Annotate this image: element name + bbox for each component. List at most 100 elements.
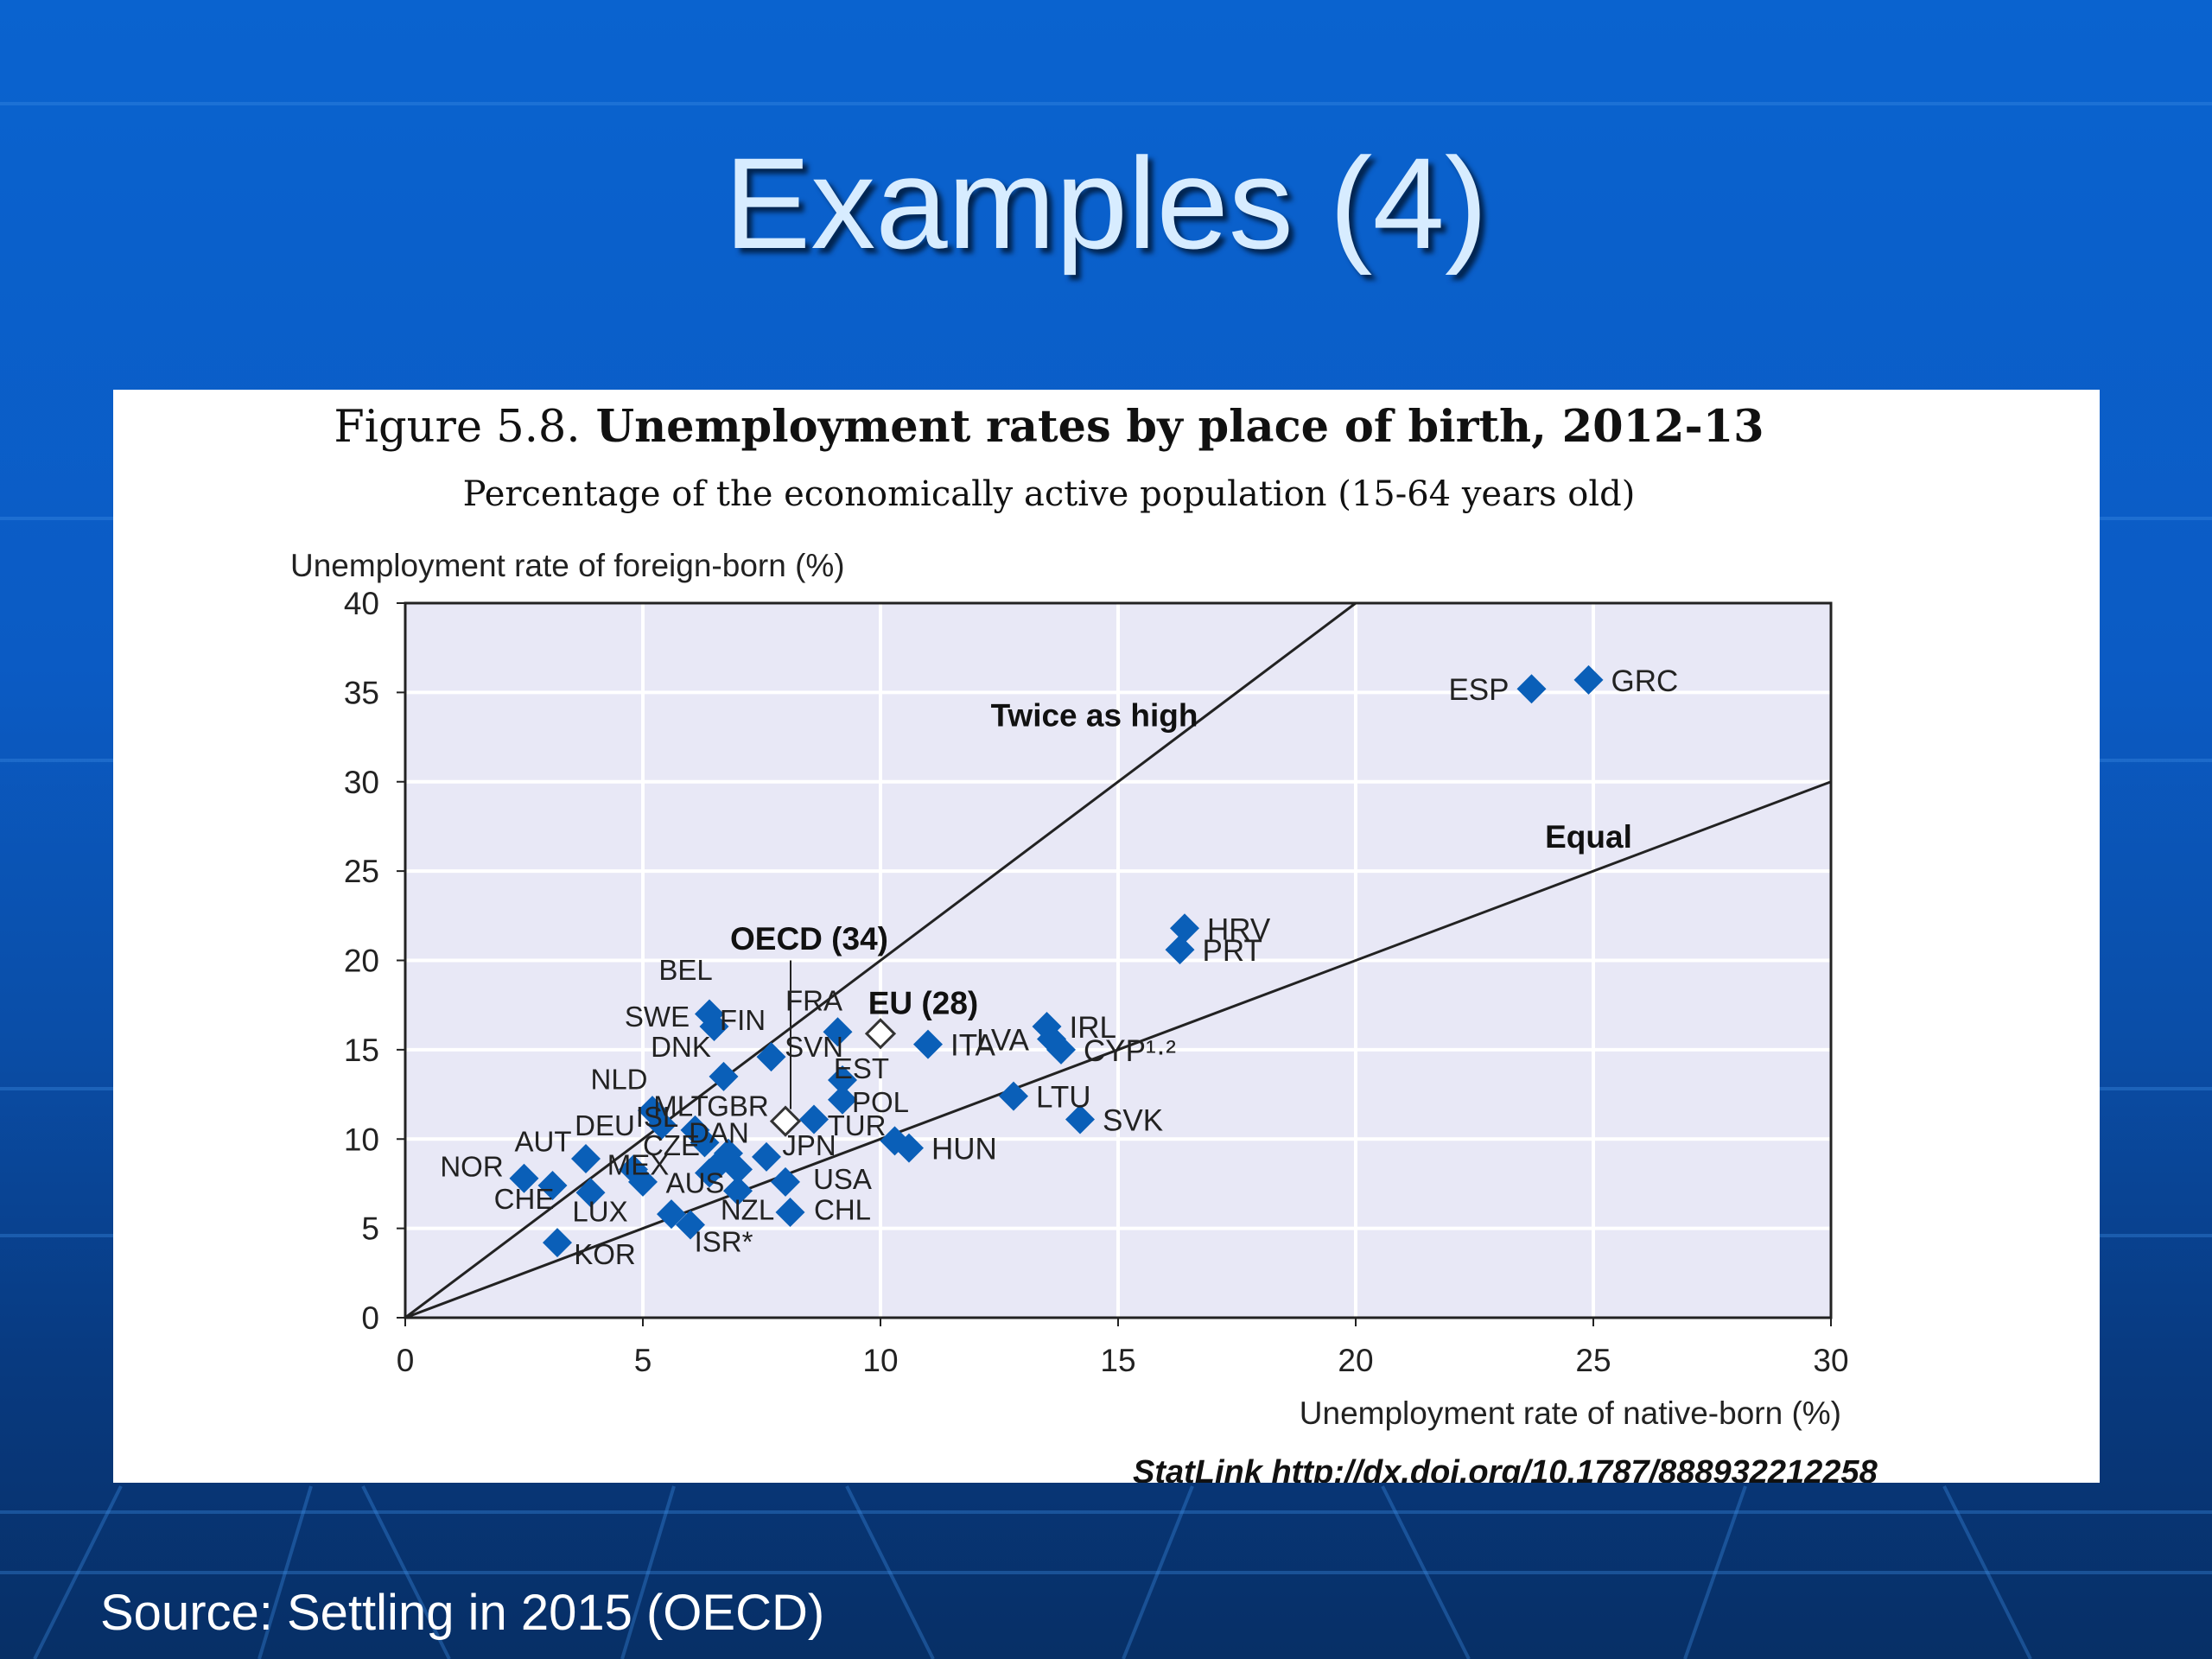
point-label: USA <box>813 1163 872 1195</box>
x-tick-label: 10 <box>862 1343 898 1378</box>
point-label: IRL <box>1070 1011 1116 1045</box>
point-label: CZE <box>643 1129 700 1161</box>
y-tick-label: 5 <box>361 1211 379 1247</box>
y-tick-label: 25 <box>344 854 379 889</box>
chart-annotations: Twice as high Equal OECD (34) EU (28) <box>730 698 1632 1109</box>
point-label: KOR <box>574 1238 636 1270</box>
x-tick-label: 20 <box>1338 1343 1373 1378</box>
data-point <box>695 1158 724 1188</box>
y-tick-label: 40 <box>344 586 379 621</box>
statlink-text[interactable]: StatLink http://dx.doi.org/10.1787/88893… <box>1133 1454 1878 1483</box>
data-point <box>676 1210 705 1240</box>
point-label: CYP¹·² <box>1084 1034 1176 1068</box>
point-label: GRC <box>1611 664 1679 698</box>
x-tick-label: 0 <box>397 1343 415 1378</box>
slide-title: Examples (4) <box>724 130 1488 276</box>
point-label: CHL <box>814 1193 871 1225</box>
point-label: JPN <box>782 1129 836 1161</box>
scatter-chart: Figure 5.8. Unemployment rates by place o… <box>290 401 1878 1483</box>
point-label: NOR <box>440 1151 503 1183</box>
data-point <box>752 1141 781 1172</box>
chart-subtitle: Percentage of the economically active po… <box>463 474 1636 514</box>
annotation-label: Equal <box>1545 819 1632 855</box>
data-point <box>828 1065 857 1096</box>
point-label: AUS <box>666 1166 725 1198</box>
point-label: LVA <box>976 1023 1030 1057</box>
y-tick-labels: 0 5 10 15 20 25 30 35 40 <box>344 586 405 1336</box>
point-label: ISR* <box>695 1226 753 1258</box>
data-point <box>1170 913 1199 944</box>
point-label: TUR <box>828 1109 887 1141</box>
data-point <box>913 1029 943 1059</box>
point-label: ESP <box>1448 673 1509 707</box>
chart-title-main: Unemployment rates by place of birth, 20… <box>596 401 1764 453</box>
chart-title-prefix: Figure 5.8. <box>334 402 580 453</box>
data-point <box>823 1017 853 1047</box>
data-point <box>756 1042 786 1072</box>
data-point <box>699 1011 729 1041</box>
data-point <box>1573 664 1604 695</box>
point-label: ITA <box>950 1029 996 1063</box>
data-point <box>709 1061 739 1091</box>
y-axis-label: Unemployment rate of foreign-born (%) <box>290 548 845 583</box>
data-point <box>771 1166 800 1197</box>
data-point <box>1065 1104 1095 1135</box>
data-point <box>775 1198 805 1228</box>
data-point <box>880 1126 910 1156</box>
y-tick-label: 15 <box>344 1033 379 1068</box>
x-tick-label: 5 <box>634 1343 652 1378</box>
annotation-label: Twice as high <box>991 698 1198 734</box>
data-point <box>1516 674 1547 704</box>
reference-line <box>404 780 1832 1319</box>
chart-title: Figure 5.8. Unemployment rates by place o… <box>334 401 1764 453</box>
annotation-label: OECD (34) <box>730 921 888 957</box>
point-label: FIN <box>720 1004 766 1036</box>
x-tick-label: 15 <box>1100 1343 1135 1378</box>
data-point <box>1165 935 1195 965</box>
y-tick-label: 0 <box>361 1300 379 1336</box>
point-label: GBR <box>707 1090 769 1122</box>
source-note: Source: Settling in 2015 (OECD) <box>100 1585 825 1641</box>
x-tick-label: 30 <box>1813 1343 1848 1378</box>
point-label: AUT <box>515 1126 572 1158</box>
reference-lines <box>404 601 1832 1319</box>
point-label: NZL <box>721 1193 774 1225</box>
data-point <box>704 1149 734 1179</box>
data-point <box>628 1166 658 1197</box>
point-label: HUN <box>931 1133 997 1166</box>
data-point <box>543 1228 572 1258</box>
data-point <box>690 1128 720 1158</box>
point-label: LTU <box>1036 1081 1091 1115</box>
x-tick-labels: 0 5 10 15 20 25 30 <box>397 1318 1849 1378</box>
point-label: EST <box>834 1052 889 1084</box>
point-label: HRV <box>1207 912 1271 946</box>
y-tick-label: 35 <box>344 675 379 710</box>
data-point <box>575 1178 606 1208</box>
x-axis-label: Unemployment rate of native-born (%) <box>1300 1395 1841 1431</box>
point-label: SVK <box>1103 1104 1163 1138</box>
data-point <box>723 1176 753 1206</box>
point-label: FRA <box>785 984 842 1016</box>
y-tick-label: 30 <box>344 765 379 800</box>
reference-line <box>404 601 1357 1319</box>
point-label: MEX <box>607 1149 670 1181</box>
data-point <box>799 1104 829 1135</box>
data-point <box>723 1154 753 1185</box>
point-label: LUX <box>572 1195 627 1227</box>
data-point <box>1032 1011 1062 1041</box>
data-point <box>647 1109 677 1140</box>
point-label: DNK <box>651 1031 711 1063</box>
point-label: ISL <box>636 1101 679 1133</box>
data-point <box>571 1143 601 1173</box>
x-tick-label: 25 <box>1575 1343 1611 1378</box>
data-point <box>509 1163 539 1193</box>
point-label: DAN <box>689 1116 749 1148</box>
point-label: BEL <box>658 954 712 986</box>
y-tick-label: 10 <box>344 1122 379 1157</box>
data-points <box>509 664 1604 1258</box>
point-label: PRT <box>1203 934 1262 968</box>
point-label: MLT <box>653 1090 709 1122</box>
aggregate-point <box>864 1018 897 1050</box>
aggregate-point <box>769 1105 802 1137</box>
